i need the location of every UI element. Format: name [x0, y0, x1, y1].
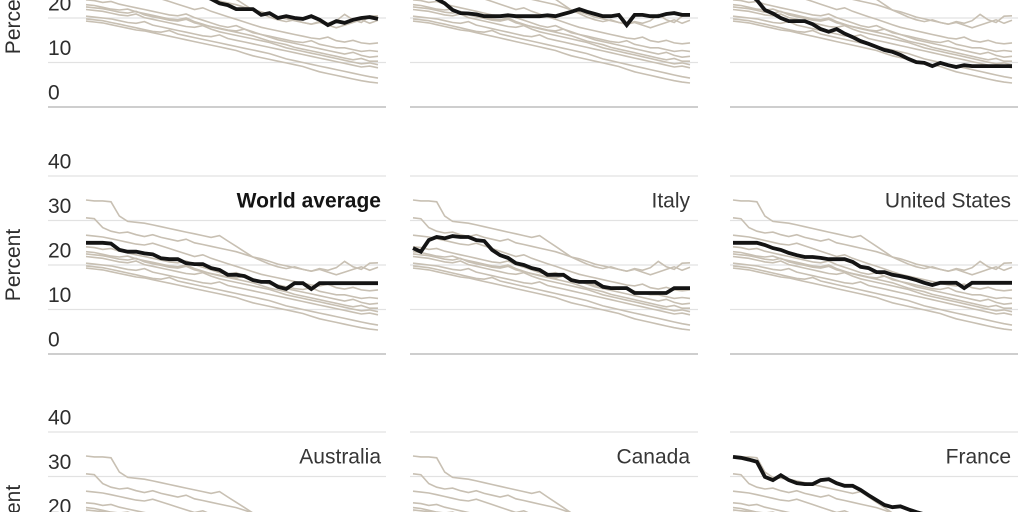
background-series-line: [732, 217, 1013, 276]
background-series-line: [732, 6, 1013, 53]
tick-label: 20: [48, 496, 71, 512]
background-series-line: [732, 20, 1013, 84]
background-series-line: [85, 8, 379, 66]
background-series-line: [732, 253, 1013, 300]
facet-france: France: [730, 431, 1018, 512]
background-series-line: [85, 0, 379, 59]
background-series-line: [85, 6, 379, 53]
background-series-line: [852, 0, 1013, 29]
tick-label: 0: [48, 329, 60, 352]
highlight-line: [732, 455, 924, 512]
background-series-line: [412, 267, 691, 331]
background-series-line: [412, 502, 470, 512]
background-series-line: [85, 502, 146, 512]
background-series-line: [161, 0, 379, 45]
facet-canada: Canada: [410, 431, 698, 512]
facet-row1-col3: [730, 0, 1018, 108]
facet-world-average: 40 30 20 10 0 World average: [48, 151, 386, 355]
background-series-line: [412, 217, 691, 276]
y-axis-title: Percent: [2, 485, 25, 512]
y-axis-title: Percent: [2, 229, 25, 302]
background-series-line: [412, 20, 691, 84]
background-series-line: [412, 234, 691, 292]
background-series-line: [484, 0, 691, 45]
y-axis-title: Percent: [2, 0, 25, 54]
tick-label: 10: [48, 37, 71, 60]
background-series-line: [732, 502, 791, 512]
tick-label: 30: [48, 195, 71, 218]
highlight-line: [434, 0, 690, 29]
tick-label: 40: [48, 407, 71, 430]
country-label: Australia: [299, 446, 381, 469]
tick-label: 40: [48, 151, 71, 174]
background-series-line: [732, 473, 892, 512]
background-series-line: [555, 0, 691, 26]
background-series-line: [85, 20, 379, 84]
background-series-line: [412, 18, 691, 79]
tick-label: 0: [48, 82, 60, 105]
background-series-line: [732, 267, 1013, 331]
background-series-line: [732, 490, 850, 512]
background-series-line: [412, 455, 572, 512]
background-series-line: [732, 262, 1013, 316]
highlight-line: [412, 234, 690, 295]
background-series-line: [412, 0, 691, 59]
tick-label: 10: [48, 284, 71, 307]
background-series-line: [412, 265, 691, 326]
background-series-line: [732, 234, 1013, 292]
tick-label: 30: [48, 451, 71, 474]
background-series-line: [85, 217, 379, 276]
highlight-line: [733, 240, 1012, 291]
highlight-line: [753, 0, 1012, 69]
background-series-line: [732, 265, 1013, 326]
background-series-line: [732, 246, 1013, 306]
facet-united-states: United States: [730, 175, 1018, 355]
background-series-line: [85, 265, 379, 326]
background-series-line: [85, 199, 379, 273]
highlight-line: [208, 0, 379, 28]
background-series-line: [732, 8, 1013, 66]
background-series-line: [732, 15, 1013, 69]
tick-label: 20: [48, 0, 71, 16]
background-series-line: [85, 18, 379, 79]
facet-australia: 403020100Australia: [48, 407, 386, 512]
tick-label: 20: [48, 240, 71, 263]
background-series-line: [85, 253, 379, 300]
background-series-line: [85, 455, 253, 512]
background-series-line: [412, 199, 691, 273]
background-series-line: [412, 15, 691, 69]
facet-italy: Italy: [410, 175, 698, 355]
country-label: World average: [237, 190, 381, 213]
background-series-line: [876, 0, 1013, 26]
country-label: Canada: [616, 446, 690, 469]
background-series-line: [531, 0, 691, 29]
background-series-line: [412, 262, 691, 316]
background-series-line: [85, 262, 379, 316]
background-series-line: [85, 267, 379, 331]
facet-row1-col2: [410, 0, 698, 108]
background-series-line: [732, 255, 1013, 313]
background-series-line: [85, 490, 208, 512]
background-series-line: [805, 0, 1013, 45]
background-series-line: [732, 0, 1013, 59]
country-label: France: [946, 446, 1011, 469]
background-series-line: [85, 15, 379, 69]
background-series-line: [412, 473, 571, 512]
highlight-line: [86, 240, 378, 292]
background-series-line: [412, 490, 529, 512]
background-series-line: [412, 255, 691, 313]
country-label: United States: [885, 190, 1011, 213]
background-series-line: [85, 255, 379, 313]
background-series-line: [85, 473, 253, 512]
background-series-line: [732, 199, 1013, 273]
country-label: Italy: [651, 190, 690, 213]
